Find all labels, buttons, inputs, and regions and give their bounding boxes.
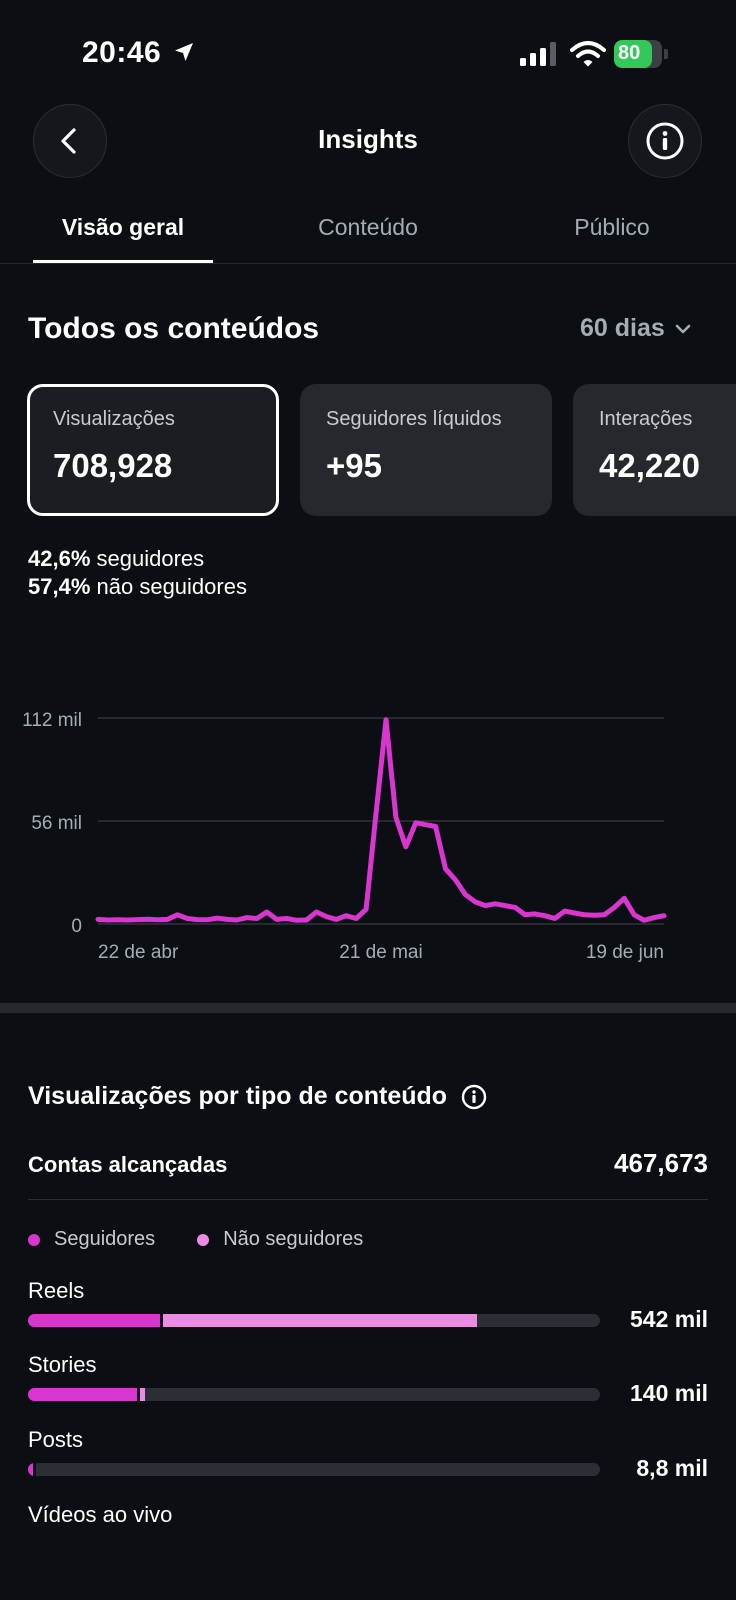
metric-value: 42,220: [599, 447, 700, 484]
split-label: seguidores: [96, 546, 205, 571]
split-percent: 57,4%: [28, 574, 91, 599]
y-tick-label: 0: [71, 916, 82, 937]
tab-bar: Visão geral Conteúdo Público: [0, 200, 736, 264]
legend-dot: [197, 1233, 210, 1246]
active-tab-indicator: [33, 260, 213, 263]
metric-label: Visualizações: [53, 408, 175, 430]
followers-segment: [28, 1314, 160, 1327]
content-type-title: Visualizações por tipo de conteúdo: [28, 1082, 487, 1111]
content-type-label: Vídeos ao vivo: [28, 1502, 173, 1527]
section-divider: [0, 1003, 736, 1013]
metric-card-interacoes[interactable]: Interações 42,220: [573, 384, 736, 516]
x-tick-label: 21 de mai: [339, 942, 422, 963]
content-type-row-stories[interactable]: Stories 140 mil: [28, 1352, 708, 1422]
tab-visao-geral[interactable]: Visão geral: [61, 214, 185, 240]
info-icon[interactable]: [461, 1084, 487, 1110]
status-time: 20:46: [82, 36, 162, 69]
page-title: Insights: [318, 124, 418, 154]
accounts-reached-label: Contas alcançadas: [28, 1152, 228, 1177]
info-button[interactable]: [628, 104, 702, 178]
tab-publico[interactable]: Público: [574, 214, 650, 240]
y-tick-label: 56 mil: [31, 813, 82, 834]
accounts-reached-row: Contas alcançadas 467,673: [28, 1148, 708, 1200]
status-bar: 20:46 80: [0, 0, 736, 100]
content-type-bar: [28, 1388, 600, 1401]
chevron-down-icon: [675, 324, 691, 333]
metric-card-visualizacoes[interactable]: Visualizações 708,928: [27, 384, 279, 516]
content-type-value: 542 mil: [630, 1306, 708, 1332]
content-type-row-reels[interactable]: Reels 542 mil: [28, 1278, 708, 1348]
non-followers-split: 57,4% não seguidores: [28, 574, 247, 600]
content-type-bar: [28, 1314, 600, 1327]
split-percent: 42,6%: [28, 546, 91, 571]
location-arrow-icon: [175, 43, 193, 61]
content-type-label: Stories: [28, 1352, 97, 1377]
legend-label: Não seguidores: [223, 1228, 364, 1250]
content-type-label: Posts: [28, 1427, 84, 1452]
legend-dot: [28, 1233, 40, 1246]
content-type-value: 8,8 mil: [636, 1455, 708, 1481]
legend-item-seguidores: Seguidores: [28, 1228, 155, 1251]
metric-value: +95: [326, 447, 382, 484]
period-label: 60 dias: [580, 314, 665, 342]
legend-item-nao-seguidores: Não seguidores: [197, 1228, 363, 1251]
metric-card-seguidores-liquidos[interactable]: Seguidores líquidos +95: [300, 384, 552, 516]
followers-split: 42,6% seguidores: [28, 546, 204, 572]
section-title: Todos os conteúdos: [28, 312, 320, 345]
x-tick-label: 19 de jun: [586, 942, 664, 963]
followers-segment: [28, 1463, 34, 1476]
views-series-line: [95, 717, 667, 923]
cellular-signal-icon: [520, 42, 556, 66]
content-type-legend: Seguidores Não seguidores: [28, 1228, 405, 1251]
period-selector[interactable]: 60 dias: [580, 314, 693, 343]
x-tick-label: 22 de abr: [98, 942, 179, 963]
split-label: não seguidores: [96, 574, 247, 599]
content-type-row-posts[interactable]: Posts 8,8 mil: [28, 1427, 708, 1497]
non-followers-segment: [136, 1388, 145, 1401]
wifi-icon: [570, 41, 606, 67]
info-icon: [646, 122, 684, 160]
accounts-reached-value: 467,673: [614, 1148, 708, 1178]
metric-label: Seguidores líquidos: [326, 408, 502, 430]
back-button[interactable]: [33, 104, 107, 178]
metric-label: Interações: [599, 408, 693, 430]
battery-level: 80: [618, 42, 641, 64]
content-type-bar: [28, 1463, 600, 1476]
content-type-title-text: Visualizações por tipo de conteúdo: [28, 1082, 448, 1110]
battery-indicator: 80: [614, 40, 668, 68]
chevron-left-icon: [61, 128, 76, 154]
y-tick-label: 112 mil: [22, 710, 82, 731]
content-type-value: 140 mil: [630, 1380, 708, 1406]
views-line-chart: 112 mil 56 mil 0 22 de abr 21 de mai 19 …: [22, 710, 667, 963]
followers-segment: [28, 1388, 137, 1401]
metric-value: 708,928: [53, 447, 173, 484]
content-type-label: Reels: [28, 1278, 85, 1303]
legend-label: Seguidores: [54, 1228, 156, 1250]
content-type-row-videos-ao-vivo[interactable]: Vídeos ao vivo: [28, 1502, 708, 1572]
non-followers-segment: [159, 1314, 477, 1327]
tab-conteudo[interactable]: Conteúdo: [318, 214, 418, 240]
non-followers-segment: [33, 1463, 37, 1476]
